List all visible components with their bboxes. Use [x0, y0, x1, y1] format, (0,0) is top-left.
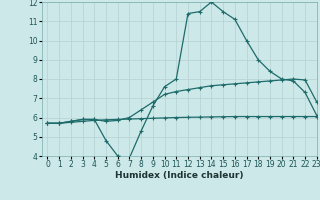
X-axis label: Humidex (Indice chaleur): Humidex (Indice chaleur) [115, 171, 244, 180]
